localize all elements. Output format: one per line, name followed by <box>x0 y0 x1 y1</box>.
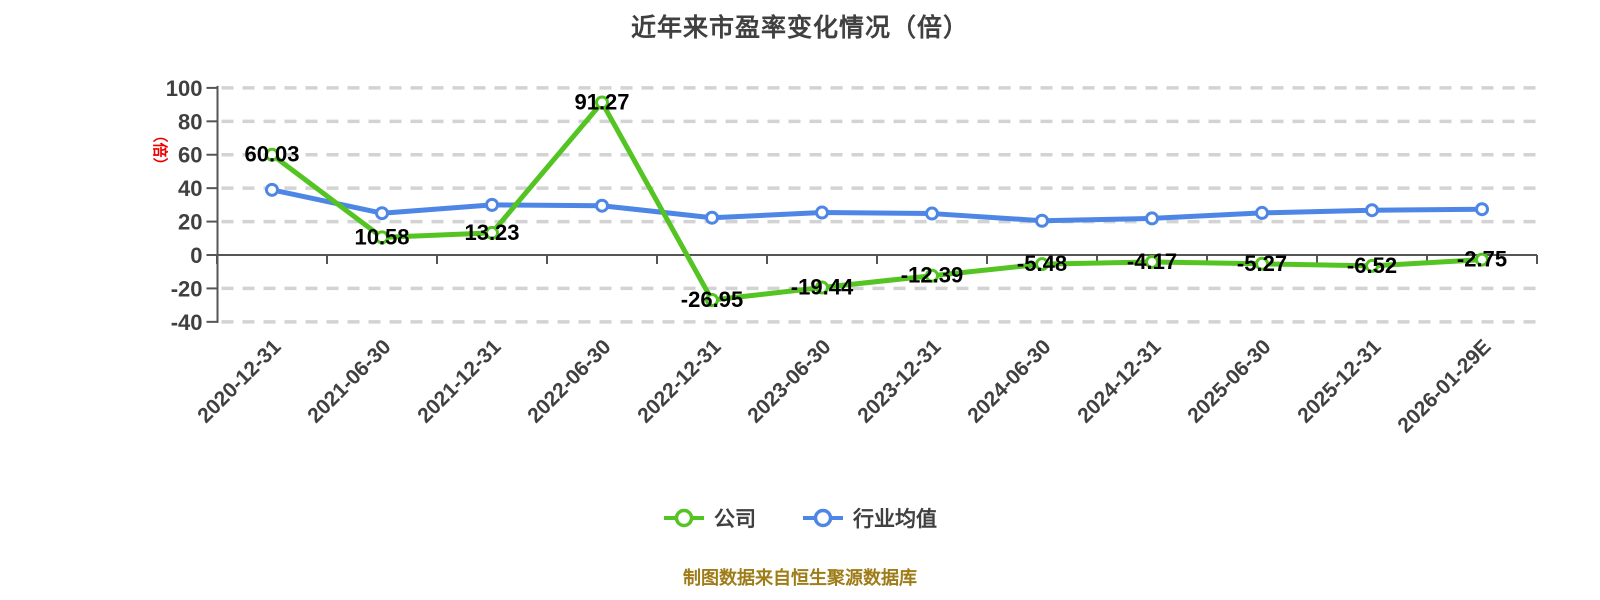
y-axis-tick-label: 100 <box>166 76 203 101</box>
legend-item-company[interactable]: 公司 <box>663 503 756 533</box>
industry-point <box>1255 205 1269 220</box>
company-point-label: 10.58 <box>354 224 409 249</box>
industry-point <box>705 210 719 225</box>
x-axis-tick-label: 2026-01-29E <box>1393 335 1495 437</box>
company-point <box>705 293 719 308</box>
company-point <box>1365 258 1379 273</box>
company-point-label: 60.03 <box>244 142 299 167</box>
industry-point <box>815 205 829 220</box>
y-axis-unit-label: （倍） <box>151 127 169 172</box>
x-axis-tick-label: 2021-06-30 <box>303 335 395 427</box>
x-axis-tick-label: 2022-12-31 <box>633 335 725 427</box>
x-axis-tick-label: 2024-06-30 <box>963 335 1055 427</box>
company-point-label: 13.23 <box>464 220 519 245</box>
company-point <box>815 280 829 295</box>
y-axis-tick-label: -40 <box>171 310 203 335</box>
industry-point <box>595 198 609 213</box>
company-point <box>375 230 389 245</box>
y-axis-tick-label: 20 <box>178 210 202 235</box>
y-axis-tick-label: 0 <box>190 243 202 268</box>
x-axis-tick-label: 2025-12-31 <box>1293 335 1385 427</box>
legend-label-company: 公司 <box>714 508 756 531</box>
legend-label-industry: 行业均值 <box>853 508 937 531</box>
industry-series-line <box>269 187 1485 224</box>
company-point-label: -5.48 <box>1017 251 1067 276</box>
x-axis-tick-label: 2020-12-31 <box>193 335 285 427</box>
industry-legend-marker-icon <box>803 508 843 528</box>
chart-title: 近年来市盈率变化情况（倍） <box>630 14 969 42</box>
company-point <box>1475 252 1489 267</box>
y-axis-tick-label: 80 <box>178 109 202 134</box>
company-point-label: 91.27 <box>574 89 629 114</box>
y-axis-tick-label: 40 <box>178 176 202 201</box>
x-axis-tick-label: 2025-06-30 <box>1183 335 1275 427</box>
company-point-label: -2.75 <box>1457 247 1507 272</box>
company-point-label: -6.52 <box>1347 253 1397 278</box>
industry-point <box>925 206 939 221</box>
legend-item-industry[interactable]: 行业均值 <box>802 503 937 533</box>
company-point-label: -4.17 <box>1127 249 1177 274</box>
industry-point <box>265 182 279 197</box>
y-axis-tick-label: 60 <box>178 143 202 168</box>
data-source-note: 制图数据来自恒生聚源数据库 <box>683 568 917 588</box>
company-point <box>1255 256 1269 271</box>
legend: 公司 行业均值 <box>0 503 1600 533</box>
x-axis-tick-label: 2023-12-31 <box>853 335 945 427</box>
x-axis-tick-label: 2023-06-30 <box>743 335 835 427</box>
industry-point <box>1365 203 1379 218</box>
industry-point <box>485 197 499 212</box>
x-axis-tick-label: 2022-06-30 <box>523 335 615 427</box>
industry-point <box>1475 202 1489 217</box>
pe-chart-plot-area: 100 80 60 40 20 0 -20 -40 （倍） 2020-12-31 2021-06-3… <box>151 76 1541 437</box>
company-point-label: -12.39 <box>901 263 963 288</box>
y-axis-tick-label: -20 <box>171 276 203 301</box>
company-point-label: -26.95 <box>681 287 743 312</box>
company-point-label: -5.27 <box>1237 251 1287 276</box>
company-point <box>1145 254 1159 269</box>
x-axis-tick-label: 2021-12-31 <box>413 335 505 427</box>
company-point <box>265 147 279 162</box>
company-point-label: -19.44 <box>791 274 854 299</box>
x-axis-tick-label: 2024-12-31 <box>1073 335 1165 427</box>
company-point <box>485 225 499 240</box>
industry-point <box>1035 213 1049 228</box>
company-point <box>1035 257 1049 272</box>
company-point <box>595 95 609 110</box>
industry-point <box>375 206 389 221</box>
company-point <box>925 268 939 283</box>
industry-point <box>1145 211 1159 226</box>
company-legend-marker-icon <box>664 508 704 528</box>
company-series-line <box>269 99 1485 303</box>
